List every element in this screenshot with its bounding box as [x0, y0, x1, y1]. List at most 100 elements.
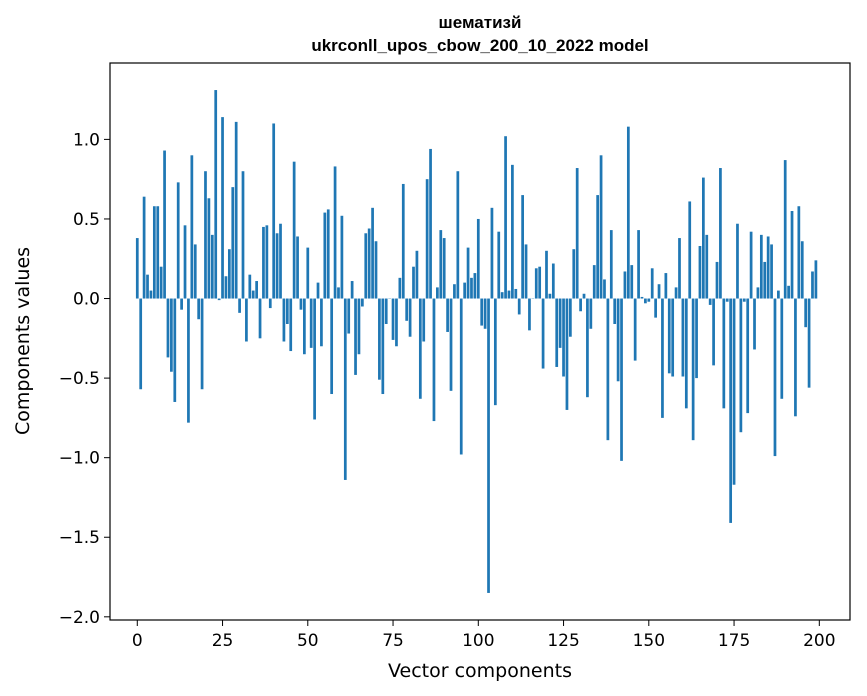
- bar-0: [135, 238, 139, 299]
- bar-53: [316, 282, 320, 299]
- bar-161: [684, 298, 688, 409]
- bar-21: [207, 198, 211, 299]
- x-tick-label: 175: [718, 631, 750, 651]
- bar-173: [725, 298, 729, 302]
- bar-152: [654, 298, 657, 318]
- bar-108: [504, 136, 507, 299]
- bar-138: [606, 298, 610, 441]
- bar-18: [197, 298, 201, 320]
- bar-151: [650, 268, 654, 299]
- bar-144: [626, 126, 630, 299]
- bar-197: [807, 298, 811, 388]
- bar-9: [166, 298, 170, 358]
- x-axis-ticks: 0 25 50 75 100 125 150 175 200: [132, 620, 836, 651]
- bar-111: [514, 288, 518, 299]
- bar-56: [326, 209, 330, 299]
- y-tick-label: 1.0: [73, 130, 100, 150]
- bar-93: [453, 284, 456, 299]
- x-tick-label: 75: [382, 631, 404, 651]
- bar-127: [569, 298, 572, 337]
- bar-35: [255, 281, 258, 299]
- y-tick-label: −1.0: [59, 449, 100, 469]
- bar-50: [306, 247, 310, 299]
- bar-34: [251, 290, 255, 299]
- bar-172: [722, 298, 726, 409]
- bar-150: [647, 298, 651, 302]
- bar-153: [657, 284, 661, 299]
- bar-156: [667, 298, 671, 374]
- bar-70: [374, 241, 378, 299]
- bar-121: [548, 293, 552, 299]
- bar-65: [357, 298, 361, 355]
- bar-113: [521, 195, 524, 299]
- bar-136: [599, 155, 603, 299]
- bar-12: [176, 182, 180, 299]
- bar-46: [292, 161, 296, 299]
- bar-39: [268, 298, 272, 309]
- bar-82: [415, 250, 419, 299]
- bar-25: [221, 117, 224, 299]
- bar-114: [524, 244, 528, 299]
- bar-52: [313, 298, 316, 420]
- bar-28: [231, 187, 235, 299]
- bar-49: [303, 298, 306, 355]
- bar-181: [753, 298, 756, 350]
- bar-134: [592, 265, 596, 299]
- bar-106: [497, 231, 501, 299]
- bar-89: [439, 230, 443, 299]
- bar-22: [210, 234, 214, 299]
- y-axis-ticks: 1.0 0.5 0.0 −0.5 −1.0 −1.5 −2.0: [59, 130, 110, 628]
- bar-98: [470, 277, 473, 299]
- bar-157: [671, 298, 675, 377]
- bar-44: [285, 298, 289, 324]
- bar-13: [180, 298, 183, 310]
- bar-115: [528, 298, 531, 331]
- bar-105: [493, 298, 497, 406]
- bar-189: [780, 298, 784, 399]
- bar-104: [490, 207, 494, 299]
- bar-135: [596, 195, 600, 299]
- bar-42: [279, 223, 282, 299]
- bar-100: [476, 218, 480, 299]
- x-tick-label: 125: [547, 631, 579, 651]
- bar-2: [142, 196, 146, 299]
- bar-146: [633, 298, 637, 361]
- bar-117: [534, 268, 538, 299]
- y-axis-label: Components values: [12, 247, 34, 435]
- bar-159: [678, 238, 681, 299]
- bar-90: [442, 238, 446, 299]
- x-tick-label: 100: [462, 631, 494, 651]
- bar-188: [777, 290, 780, 299]
- bar-72: [381, 298, 385, 395]
- bar-27: [227, 249, 231, 299]
- bar-76: [395, 298, 398, 347]
- bar-194: [797, 206, 801, 299]
- bar-131: [582, 293, 586, 299]
- bar-88: [436, 287, 439, 299]
- bar-36: [258, 298, 262, 339]
- bar-48: [299, 298, 303, 310]
- bar-60: [340, 215, 344, 299]
- bar-184: [763, 261, 767, 299]
- bar-63: [350, 281, 354, 299]
- bar-175: [732, 298, 736, 485]
- bar-32: [245, 298, 248, 342]
- bar-30: [238, 298, 241, 313]
- bar-176: [736, 223, 739, 299]
- bar-94: [456, 171, 460, 299]
- bar-109: [507, 290, 511, 299]
- bar-38: [265, 225, 269, 299]
- y-tick-label: −0.5: [59, 369, 100, 389]
- bar-162: [688, 201, 692, 299]
- bar-47: [296, 236, 299, 299]
- bar-29: [234, 121, 238, 299]
- bar-193: [794, 298, 797, 417]
- bar-120: [545, 250, 548, 299]
- bar-96: [463, 282, 467, 299]
- y-tick-label: 0.0: [73, 290, 100, 310]
- bar-191: [787, 285, 790, 299]
- y-tick-label: 0.5: [73, 210, 100, 230]
- bar-83: [418, 298, 422, 399]
- bar-19: [200, 298, 204, 390]
